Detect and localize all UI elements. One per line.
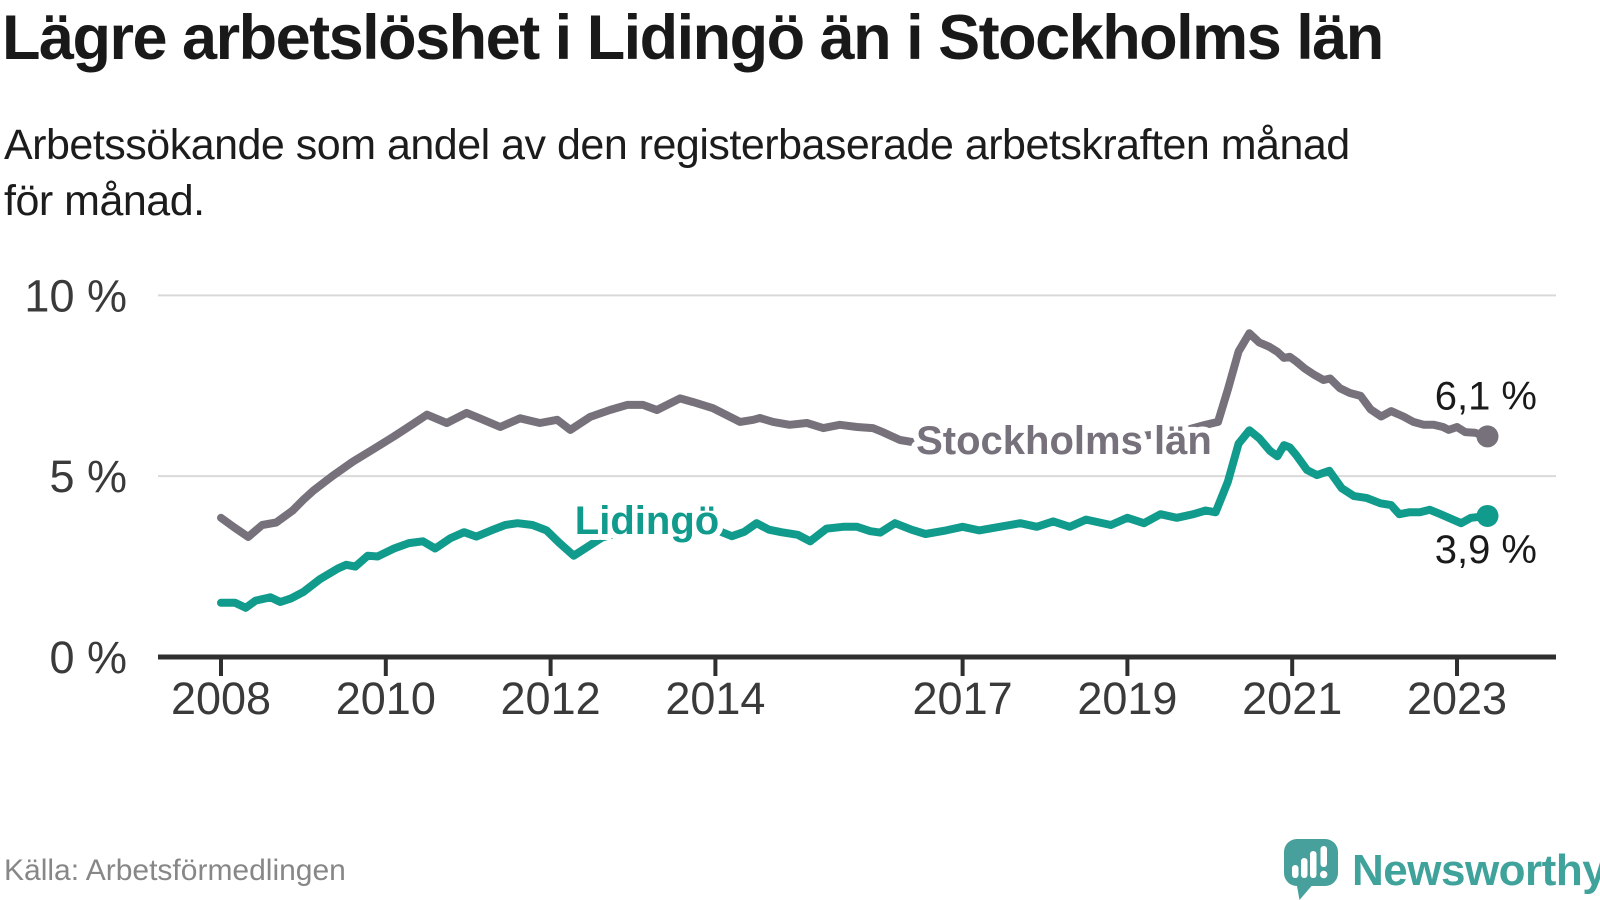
x-axis-tick-label: 2019 <box>1077 673 1177 724</box>
end-value-label: 3,9 % <box>1435 528 1537 572</box>
bar-chart-exclamation-glyph <box>1292 846 1328 879</box>
x-axis-tick-label: 2008 <box>171 673 271 724</box>
subtitle-line-2: för månad. <box>4 176 205 225</box>
series-inline-label: Stockholms län <box>916 419 1212 463</box>
y-axis-tick-label: 10 % <box>24 270 127 321</box>
series-inline-label: Lidingö <box>575 499 719 543</box>
y-axis-tick-label: 0 % <box>49 632 127 683</box>
newsworthy-bubble-chart-icon <box>1284 839 1338 900</box>
source-attribution: Källa: Arbetsförmedlingen <box>4 854 346 887</box>
y-axis-tick-label: 5 % <box>49 451 127 502</box>
x-axis-tick-label: 2023 <box>1407 673 1507 724</box>
gridlines-group: 0 % 5 % 10 % <box>24 270 1556 683</box>
x-axis-tick-label: 2021 <box>1242 673 1342 724</box>
annotations-group: Stockholms län 6,1 % Lidingö 3,9 % <box>569 374 1537 572</box>
x-axis-tick-label: 2014 <box>665 673 765 724</box>
newsworthy-logo-text: Newsworthy <box>1352 846 1600 895</box>
series-line-stockholms-lan <box>217 329 1492 541</box>
chart-subtitle: Arbetssökande som andel av den registerb… <box>4 118 1350 230</box>
x-axis-tick-label: 2012 <box>501 673 601 724</box>
chart-title: Lägre arbetslöshet i Lidingö än i Stockh… <box>2 3 1384 73</box>
x-axis-tick-label: 2010 <box>336 673 436 724</box>
end-value-label: 6,1 % <box>1435 374 1537 418</box>
newsworthy-logo: Newsworthy <box>1284 838 1600 900</box>
series-group <box>217 329 1499 612</box>
x-axis-tick-label: 2017 <box>913 673 1013 724</box>
subtitle-line-1: Arbetssökande som andel av den registerb… <box>4 121 1350 169</box>
series-line-lidingo <box>217 426 1492 612</box>
series-end-dot <box>1476 504 1499 527</box>
axis-group: 2008 2010 2012 2014 2017 2019 2021 2023 <box>158 654 1556 724</box>
header: Lägre arbetslöshet i Lidingö än i Stockh… <box>2 3 1600 73</box>
series-end-dot <box>1476 425 1499 448</box>
